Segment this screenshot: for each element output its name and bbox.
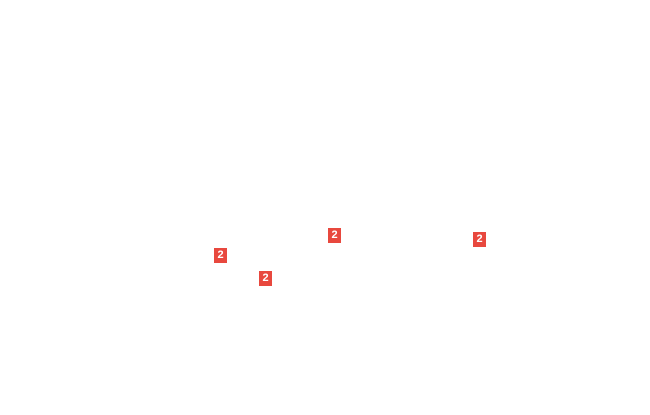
- count-badge-label: 2: [476, 233, 483, 245]
- count-badge-label: 2: [217, 249, 224, 261]
- count-badge[interactable]: 2: [214, 248, 227, 263]
- count-badge-label: 2: [331, 229, 338, 241]
- count-badge-label: 2: [262, 272, 269, 284]
- count-badge[interactable]: 2: [473, 232, 486, 247]
- count-badge[interactable]: 2: [328, 228, 341, 243]
- count-badge[interactable]: 2: [259, 271, 272, 286]
